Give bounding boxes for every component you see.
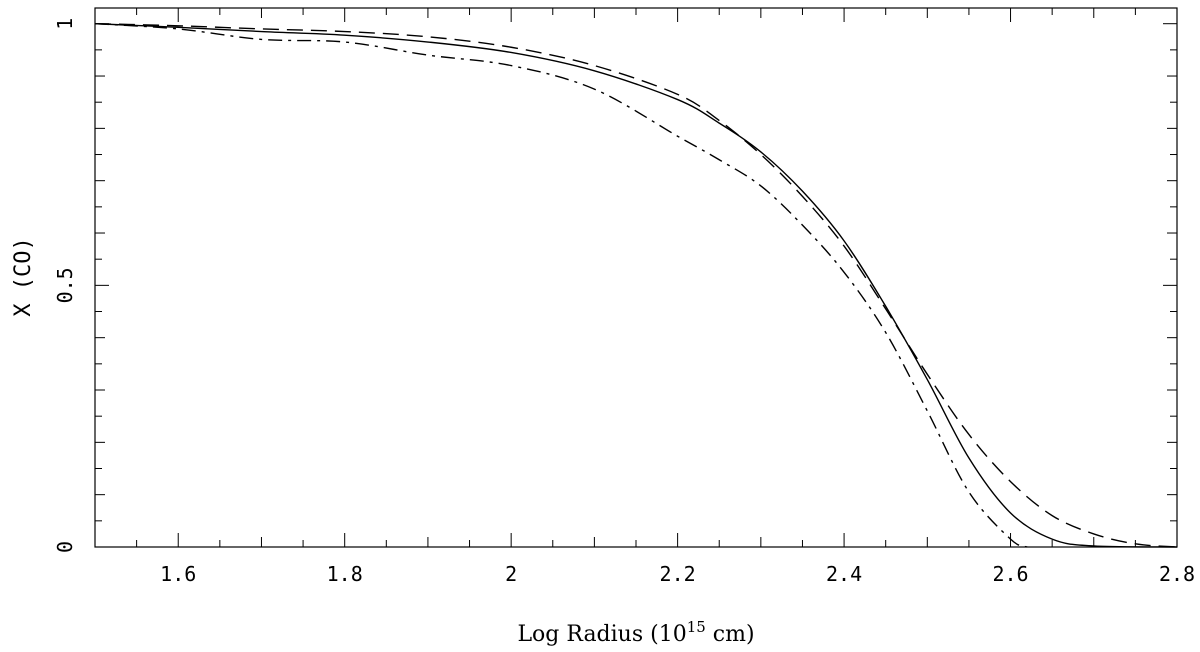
x-tick-label: 1.8 <box>327 562 363 586</box>
y-axis-label: X (CO) <box>11 237 36 316</box>
x-tick-label: 2.6 <box>992 562 1028 586</box>
x-tick-label: 2 <box>505 562 517 586</box>
x-tick-label: 2.8 <box>1159 562 1195 586</box>
tick-marks <box>94 8 1178 548</box>
x-tick-label: 2.2 <box>660 562 696 586</box>
y-tick-label: 1 <box>53 18 77 30</box>
series-dashed-line <box>94 23 1178 548</box>
series-dash-dot-line <box>94 23 1028 548</box>
tick-labels: 1.6 1.8 2 2.2 2.4 2.6 2.8 0 0.5 1 <box>53 18 1195 586</box>
x-tick-label: 1.6 <box>160 562 196 586</box>
x-axis-label: Log Radius (1015 cm) <box>517 618 754 647</box>
x-tick-label: 2.4 <box>826 562 862 586</box>
y-tick-label: 0.5 <box>53 267 77 303</box>
curves <box>94 23 1178 548</box>
plot-frame <box>94 7 1178 548</box>
series-solid-line <box>94 23 1178 548</box>
y-tick-label: 0 <box>53 541 77 553</box>
